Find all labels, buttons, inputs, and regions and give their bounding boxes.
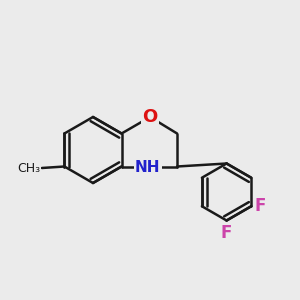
Text: CH₃: CH₃	[17, 161, 41, 175]
Text: F: F	[255, 197, 266, 215]
Text: NH: NH	[135, 160, 160, 175]
Text: F: F	[221, 224, 232, 242]
Text: O: O	[142, 108, 158, 126]
